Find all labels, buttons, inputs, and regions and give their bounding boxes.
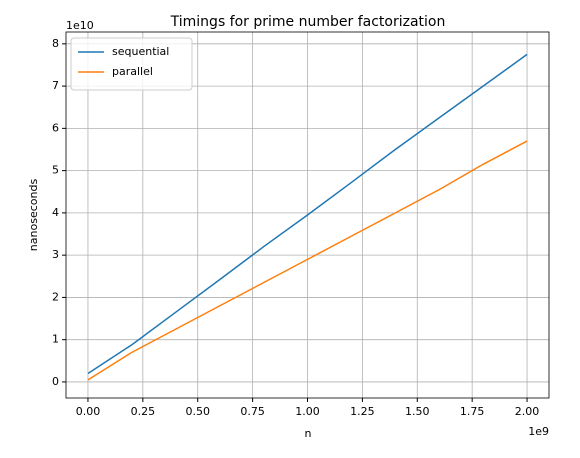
y-tick-label: 7 <box>52 79 59 92</box>
y-tick-label: 1 <box>52 333 59 346</box>
y-tick-label: 8 <box>52 37 59 50</box>
y-tick-label: 2 <box>52 290 59 303</box>
x-tick-label: 2.00 <box>515 405 540 418</box>
y-tick-label: 3 <box>52 248 59 261</box>
y-tick-label: 5 <box>52 164 59 177</box>
line-series <box>87 53 528 375</box>
x-tick-label: 1.00 <box>295 405 320 418</box>
y-offset-label: 1e10 <box>66 19 94 32</box>
legend-box <box>70 37 193 91</box>
x-axis-label: n <box>305 427 312 440</box>
y-axis-label: nanoseconds <box>27 179 40 252</box>
legend-label: sequential <box>112 45 169 58</box>
plot-frame <box>65 31 550 399</box>
x-tick-label: 0.25 <box>131 405 156 418</box>
x-tick-label: 1.25 <box>350 405 375 418</box>
x-offset-label: 1e9 <box>528 425 549 438</box>
chart-title: Timings for prime number factorization <box>170 14 446 30</box>
x-tick-label: 0.50 <box>185 405 210 418</box>
y-tick-label: 6 <box>52 121 59 134</box>
line-series <box>87 140 528 381</box>
x-tick-label: 0.00 <box>76 405 101 418</box>
legend-label: parallel <box>112 65 153 78</box>
x-tick-label: 1.50 <box>405 405 430 418</box>
x-tick-label: 1.75 <box>460 405 485 418</box>
y-tick-label: 0 <box>52 375 59 388</box>
x-tick-label: 0.75 <box>240 405 265 418</box>
y-tick-label: 4 <box>52 206 59 219</box>
